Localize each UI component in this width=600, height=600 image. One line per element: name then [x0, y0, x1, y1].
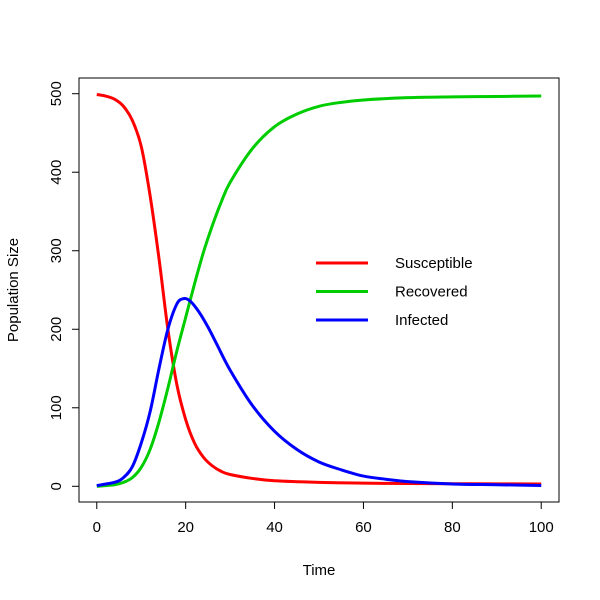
legend-label-recovered: Recovered — [395, 284, 468, 301]
series-line-infected — [96, 296, 542, 488]
x-axis: 0 20 40 60 80 100 — [93, 501, 554, 536]
x-axis-label: Time — [303, 562, 336, 579]
x-tick-label: 0 — [93, 519, 101, 536]
legend-label-susceptible: Susceptible — [395, 255, 473, 272]
x-tick-label: 40 — [266, 519, 283, 536]
y-tick-label: 200 — [48, 317, 65, 342]
y-tick-label: 300 — [48, 238, 65, 263]
series-layer — [96, 93, 542, 488]
x-tick-label: 100 — [529, 519, 554, 536]
x-tick-label: 80 — [444, 519, 461, 536]
y-axis-label: Population Size — [5, 238, 22, 342]
y-axis: 0 100 200 300 400 500 — [48, 81, 80, 490]
series-line-recovered — [96, 94, 542, 488]
y-tick-label: 400 — [48, 160, 65, 185]
legend-label-infected: Infected — [395, 312, 448, 329]
y-tick-label: 100 — [48, 395, 65, 420]
legend: Susceptible Recovered Infected — [316, 255, 473, 329]
y-tick-label: 0 — [48, 482, 65, 490]
series-line-susceptible — [96, 93, 542, 486]
y-tick-label: 500 — [48, 81, 65, 106]
x-tick-label: 60 — [355, 519, 372, 536]
x-tick-label: 20 — [177, 519, 194, 536]
